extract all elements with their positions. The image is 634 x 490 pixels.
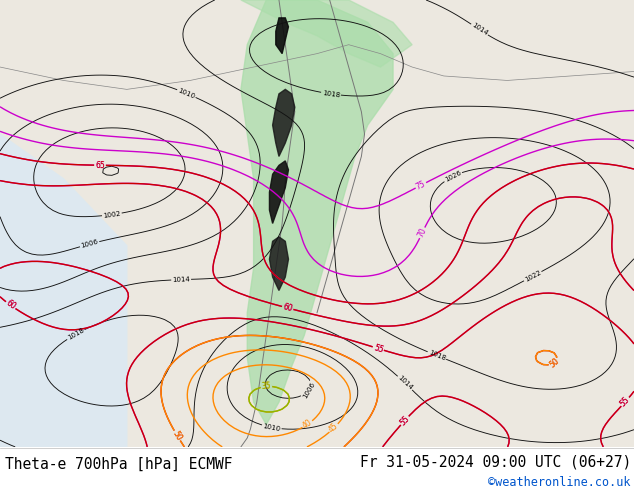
Text: 45: 45: [327, 421, 340, 435]
Text: 60: 60: [282, 302, 294, 314]
Text: 50: 50: [171, 429, 184, 442]
Text: 1006: 1006: [80, 239, 99, 249]
Text: 1022: 1022: [524, 270, 542, 283]
Text: 1010: 1010: [262, 423, 281, 432]
Text: 75: 75: [415, 179, 427, 192]
Text: 1014: 1014: [470, 22, 489, 37]
Text: 50: 50: [547, 356, 560, 369]
Text: 1006: 1006: [302, 381, 316, 399]
Text: 50: 50: [171, 429, 184, 442]
Text: 60: 60: [4, 299, 17, 312]
Text: 60: 60: [282, 302, 294, 314]
Polygon shape: [276, 18, 288, 53]
Text: Fr 31-05-2024 09:00 UTC (06+27): Fr 31-05-2024 09:00 UTC (06+27): [359, 454, 631, 469]
Text: 1002: 1002: [103, 210, 121, 219]
Text: 55: 55: [372, 343, 384, 354]
Text: 55: 55: [398, 414, 411, 427]
Text: 60: 60: [4, 299, 17, 312]
Text: 55: 55: [398, 414, 411, 427]
Text: 55: 55: [619, 395, 632, 409]
Text: 35: 35: [261, 382, 271, 391]
Text: 1026: 1026: [444, 170, 462, 183]
Text: 65: 65: [95, 161, 105, 170]
Text: 70: 70: [416, 226, 429, 239]
Text: 40: 40: [301, 418, 314, 431]
Text: Theta-e 700hPa [hPa] ECMWF: Theta-e 700hPa [hPa] ECMWF: [5, 457, 233, 472]
Text: 1018: 1018: [427, 349, 446, 362]
Text: 1014: 1014: [172, 276, 190, 283]
Text: 35: 35: [261, 382, 271, 391]
Polygon shape: [0, 134, 127, 447]
Text: ©weatheronline.co.uk: ©weatheronline.co.uk: [488, 476, 631, 489]
Text: 1018: 1018: [321, 90, 340, 98]
Text: 55: 55: [619, 395, 632, 409]
Polygon shape: [269, 161, 288, 223]
Text: 50: 50: [547, 356, 560, 369]
Text: 1018: 1018: [67, 327, 85, 341]
Text: 1014: 1014: [396, 375, 413, 392]
Polygon shape: [241, 0, 393, 424]
Text: 1010: 1010: [177, 87, 196, 99]
Text: 55: 55: [372, 343, 384, 354]
Polygon shape: [241, 0, 412, 67]
Polygon shape: [269, 237, 288, 291]
Text: 65: 65: [95, 161, 105, 170]
Polygon shape: [273, 89, 295, 156]
